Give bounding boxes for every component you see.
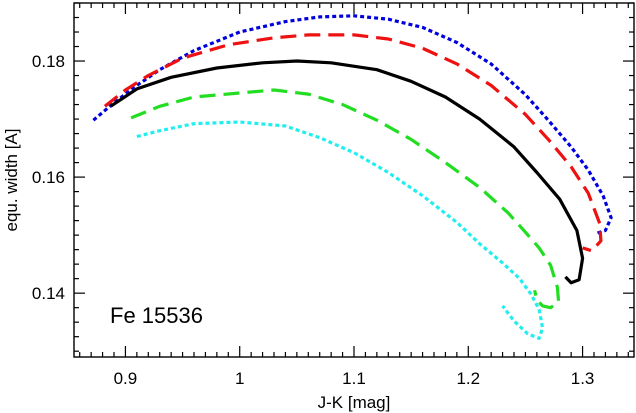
y-axis: 0.14 0.16 0.18 bbox=[32, 2, 634, 352]
y-axis-label: equ. width [A] bbox=[2, 128, 21, 231]
chart-annotation: Fe 15536 bbox=[110, 303, 203, 328]
x-tick-label: 0.9 bbox=[114, 369, 138, 388]
series-line-3 bbox=[109, 59, 585, 285]
x-tick-label: 1 bbox=[235, 369, 244, 388]
x-tick-label: 1.1 bbox=[342, 369, 366, 388]
y-tick-label: 0.16 bbox=[32, 168, 65, 187]
series-line-4 bbox=[130, 88, 561, 310]
series-layer bbox=[92, 14, 613, 340]
y-tick-label: 0.14 bbox=[32, 284, 65, 303]
x-tick-label: 1.2 bbox=[456, 369, 480, 388]
series-line-2 bbox=[103, 33, 603, 253]
series-line-5 bbox=[136, 120, 545, 340]
y-tick-label: 0.18 bbox=[32, 52, 65, 71]
x-axis: 0.9 1 1.1 1.2 1.3 bbox=[79, 3, 629, 388]
x-axis-label: J-K [mag] bbox=[318, 393, 391, 412]
x-tick-label: 1.3 bbox=[571, 369, 595, 388]
series-line-1 bbox=[92, 14, 613, 235]
